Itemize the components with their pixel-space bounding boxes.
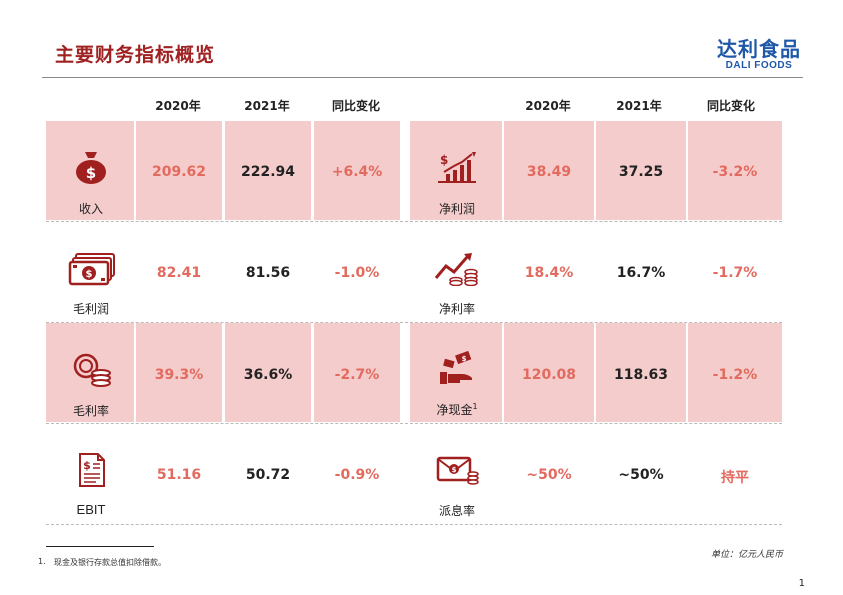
value-2020: 209.62 — [151, 164, 207, 180]
value-2020: 51.16 — [156, 467, 202, 483]
pink-bg — [596, 121, 686, 220]
value-change: -1.7% — [712, 265, 758, 281]
svg-text:$: $ — [83, 459, 91, 472]
header-right-2020: 2020年 — [525, 99, 571, 113]
pink-bg — [410, 323, 502, 422]
net-cash-label-text: 净现金 — [436, 403, 473, 417]
footnote-marker: 1 — [472, 402, 478, 411]
row-divider — [46, 221, 782, 222]
footnote-divider — [46, 546, 154, 547]
pink-bg — [688, 323, 782, 422]
value-2021: 36.6% — [243, 367, 293, 383]
pink-bg — [596, 323, 686, 422]
pink-bg — [504, 323, 594, 422]
value-2021: ~50% — [618, 467, 664, 483]
svg-text:$: $ — [86, 269, 93, 280]
pink-bg — [314, 323, 400, 422]
value-2020: 39.3% — [154, 367, 204, 383]
pink-bg — [225, 323, 311, 422]
row-divider — [46, 524, 782, 525]
value-2020: 120.08 — [521, 367, 577, 383]
dali-foods-logo: 达利食品 DALI FOODS — [717, 38, 801, 71]
metric-label-dividend-payout: 派息率 — [438, 504, 475, 518]
title-divider — [42, 77, 803, 78]
header-left-change: 同比变化 — [331, 99, 380, 113]
value-2020: 82.41 — [156, 265, 202, 281]
svg-text:$: $ — [452, 466, 457, 474]
pink-bg — [46, 323, 134, 422]
pink-bg — [136, 323, 222, 422]
value-2021: 118.63 — [613, 367, 669, 383]
invoice-icon: $ — [79, 453, 105, 487]
svg-text:$: $ — [86, 164, 96, 182]
value-change: -0.9% — [334, 467, 380, 483]
cash-stack-icon: $ — [68, 253, 115, 286]
coin-stack-icon — [73, 353, 111, 387]
header-left-2020: 2020年 — [155, 99, 201, 113]
money-bag-icon: $ — [76, 152, 106, 184]
metric-label-net-profit: 净利润 — [438, 202, 475, 216]
value-change: -1.2% — [712, 367, 758, 383]
value-2020: 38.49 — [526, 164, 572, 180]
hand-money-icon: $ — [440, 350, 472, 384]
value-2021: 222.94 — [240, 164, 296, 180]
value-2021: 50.72 — [245, 467, 291, 483]
value-change: 持平 — [721, 470, 749, 486]
envelope-coins-icon: $ — [436, 456, 479, 485]
trend-coins-icon — [434, 253, 478, 286]
header-right-change: 同比变化 — [706, 99, 755, 113]
metric-label-gross-margin: 毛利率 — [72, 404, 109, 418]
logo-chinese: 达利食品 — [717, 37, 801, 61]
page-number: 1 — [798, 578, 805, 589]
header-left-2021: 2021年 — [244, 99, 290, 113]
metric-label-net-cash: 净现金1 — [412, 401, 502, 418]
footnote-text: 现金及银行存款总值扣除借款。 — [54, 558, 166, 567]
value-2021: 37.25 — [618, 164, 664, 180]
metric-label-ebit: EBIT — [76, 502, 106, 517]
metric-label-gross-profit: 毛利润 — [72, 302, 109, 316]
page-title: 主要财务指标概览 — [55, 44, 216, 66]
value-change: -3.2% — [712, 164, 758, 180]
svg-text:$: $ — [462, 355, 467, 363]
value-change: +6.4% — [331, 164, 383, 180]
metric-label-net-margin: 净利率 — [438, 302, 475, 316]
row-divider — [46, 322, 782, 323]
pink-bg — [314, 121, 400, 220]
metric-label-revenue: 收入 — [78, 202, 103, 216]
pink-bg — [688, 121, 782, 220]
unit-note: 单位：亿元人民币 — [710, 550, 783, 560]
svg-text:$: $ — [440, 153, 448, 167]
value-2020: 18.4% — [524, 265, 574, 281]
pink-bg — [225, 121, 311, 220]
header-right-2021: 2021年 — [616, 99, 662, 113]
value-change: -1.0% — [334, 265, 380, 281]
logo-english: DALI FOODS — [725, 60, 793, 71]
pink-bg — [136, 121, 222, 220]
value-change: -2.7% — [334, 367, 380, 383]
footnote: 1. 现金及银行存款总值扣除借款。 — [38, 557, 166, 568]
value-2020: ~50% — [526, 467, 572, 483]
value-2021: 81.56 — [245, 265, 291, 281]
pink-bg — [504, 121, 594, 220]
value-2021: 16.7% — [616, 265, 666, 281]
growth-bar-chart-icon: $ — [438, 152, 476, 183]
footnote-number: 1. — [38, 557, 46, 566]
row-divider — [46, 423, 782, 424]
